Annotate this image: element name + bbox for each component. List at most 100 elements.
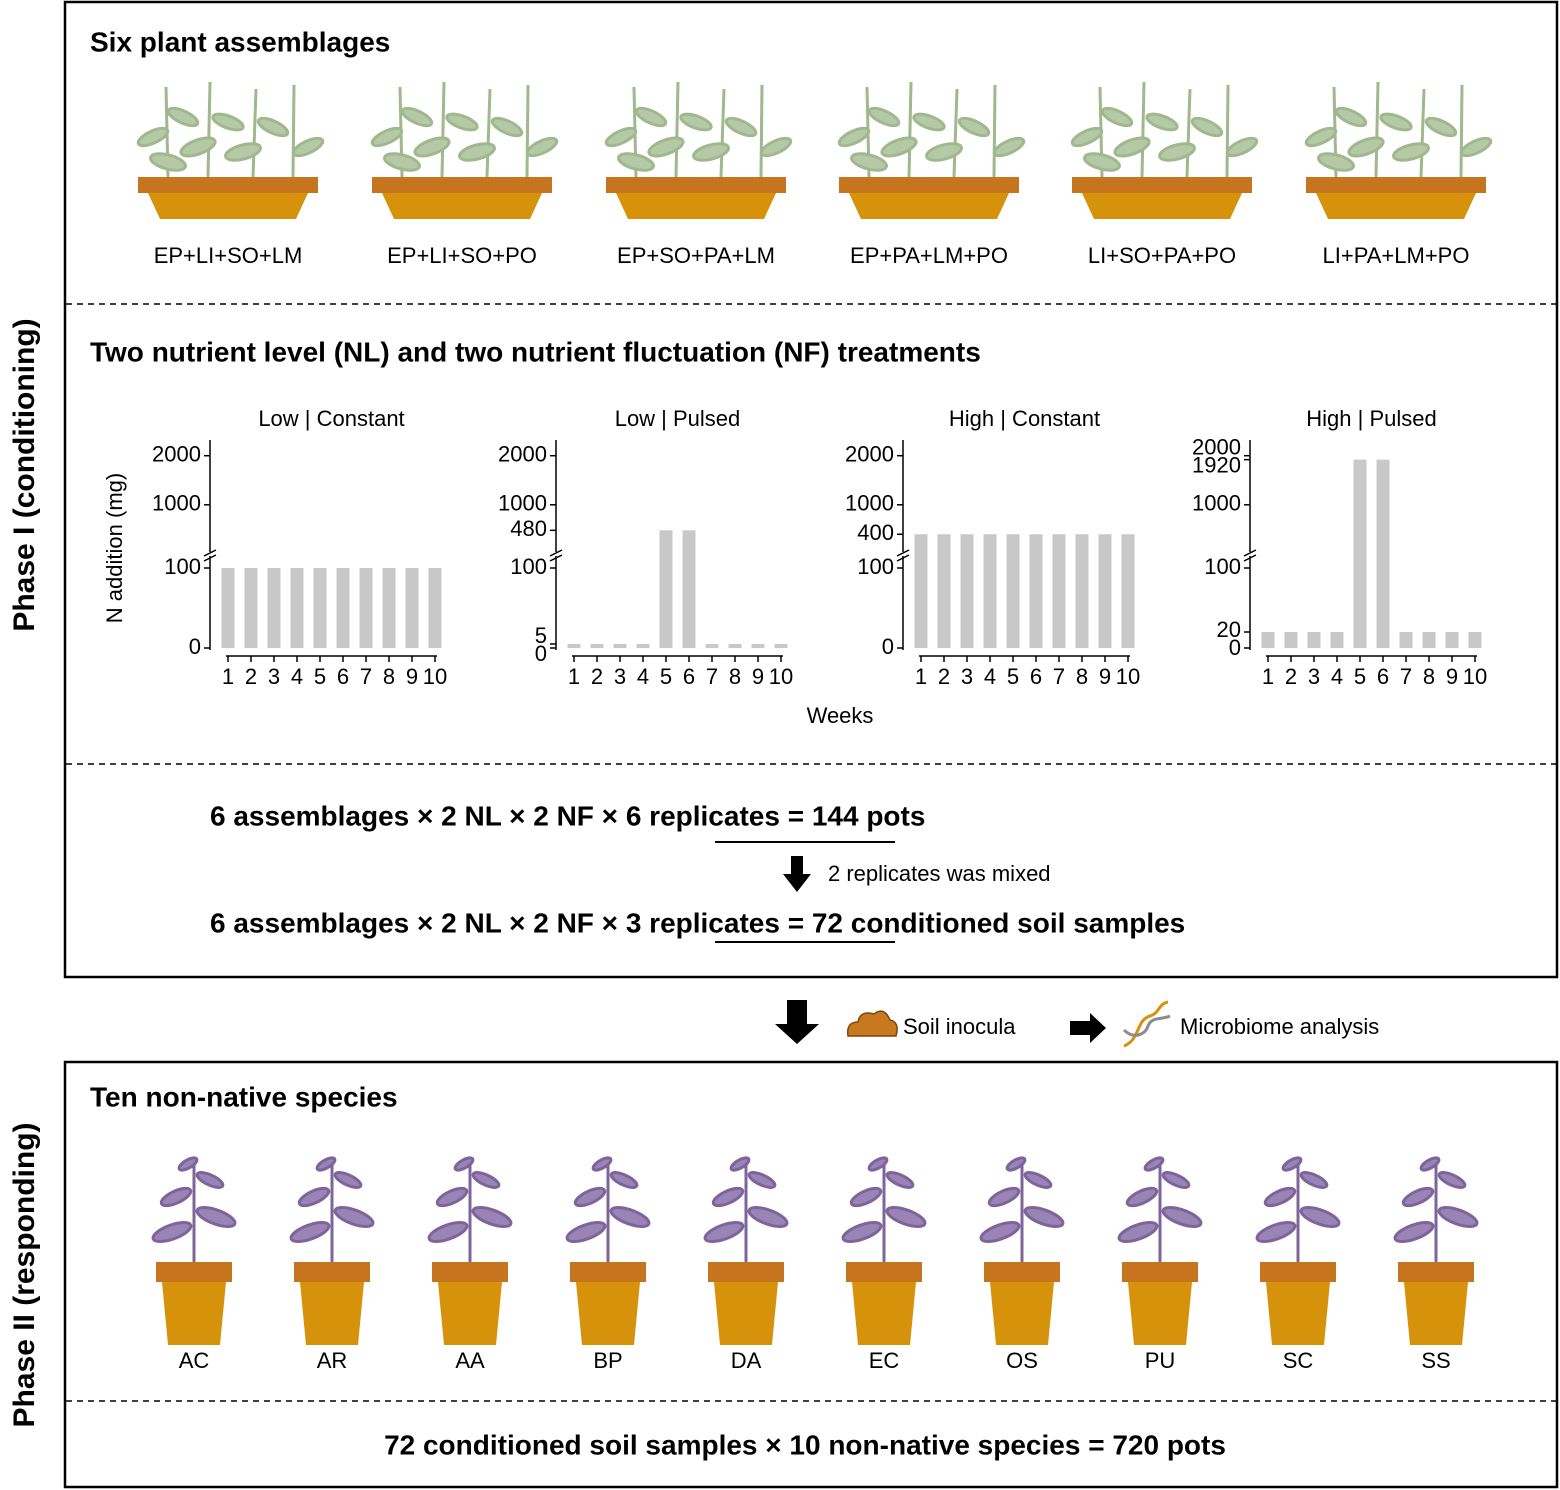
bar (405, 568, 419, 648)
x-tick-label: 4 (291, 664, 303, 689)
planter (602, 80, 795, 221)
flow-label: Soil inocula (903, 1014, 1016, 1039)
chart-title: High | Constant (949, 406, 1100, 431)
x-tick-label: 1 (222, 664, 234, 689)
assemblage-label: LI+PA+LM+PO (1323, 243, 1470, 268)
x-tick-label: 3 (1308, 664, 1320, 689)
species-label: AA (455, 1348, 485, 1373)
bar (1098, 534, 1112, 648)
y-tick-label: 2000 (152, 442, 201, 467)
bar (914, 534, 928, 648)
potted-plant (563, 1154, 653, 1347)
y-axis-label: N addition (mg) (102, 473, 127, 623)
section-title: Six plant assemblages (90, 26, 390, 57)
assemblage-label: EP+PA+LM+PO (850, 243, 1008, 268)
x-tick-label: 7 (1053, 664, 1065, 689)
bar (267, 568, 281, 648)
arrow (775, 1000, 819, 1044)
bar (313, 568, 327, 648)
x-tick-label: 7 (360, 664, 372, 689)
potted-plant (839, 1154, 929, 1347)
x-tick-label: 2 (591, 664, 603, 689)
design-text: 6 assemblages × 2 NL × 2 NF × 3 replicat… (210, 907, 1185, 938)
species-label: AR (317, 1348, 348, 1373)
x-tick-label: 2 (1285, 664, 1297, 689)
x-tick-label: 8 (729, 664, 741, 689)
design-text: 6 assemblages × 2 NL × 2 NF × 6 replicat… (210, 800, 925, 831)
bar (1284, 632, 1298, 648)
bar (751, 644, 765, 648)
species-label: AC (179, 1348, 210, 1373)
bar (1376, 459, 1390, 648)
bar (428, 568, 442, 648)
x-tick-label: 8 (383, 664, 395, 689)
x-tick-label: 5 (1354, 664, 1366, 689)
bar (1261, 632, 1275, 648)
phase2-box (63, 1060, 1559, 1489)
x-tick-label: 6 (683, 664, 695, 689)
y-tick-label: 1000 (152, 491, 201, 516)
x-tick-label: 1 (915, 664, 927, 689)
y-tick-label: 1000 (498, 491, 547, 516)
bar (659, 530, 673, 648)
x-tick-label: 1 (568, 664, 580, 689)
x-tick-label: 5 (314, 664, 326, 689)
y-tick-label: 400 (857, 520, 894, 545)
bar (705, 644, 719, 648)
potted-plant (1253, 1154, 1343, 1347)
x-tick-label: 5 (660, 664, 672, 689)
bar (1422, 632, 1436, 648)
y-tick-label: 1920 (1192, 452, 1241, 477)
bar (290, 568, 304, 648)
section-title: Ten non-native species (90, 1081, 398, 1112)
potted-plant (1115, 1154, 1205, 1347)
chart-title: Low | Pulsed (615, 406, 741, 431)
dna-icon (1122, 1000, 1171, 1048)
arrow (783, 856, 811, 892)
assemblage-label: LI+SO+PA+PO (1088, 243, 1236, 268)
y-tick-label: 20 (1217, 617, 1241, 642)
bar (1029, 534, 1043, 648)
x-tick-label: 9 (406, 664, 418, 689)
bar (1468, 632, 1482, 648)
planter (134, 80, 327, 221)
assemblage-label: EP+SO+PA+LM (617, 243, 775, 268)
bar (682, 530, 696, 648)
potted-plant (287, 1154, 377, 1347)
bar (1121, 534, 1135, 648)
species-label: DA (731, 1348, 762, 1373)
x-tick-label: 8 (1423, 664, 1435, 689)
bar (1399, 632, 1413, 648)
x-tick-label: 4 (984, 664, 996, 689)
y-tick-label: 0 (1229, 635, 1241, 660)
design-text: 72 conditioned soil samples × 10 non-nat… (384, 1429, 1226, 1460)
x-tick-label: 9 (1446, 664, 1458, 689)
y-tick-label: 100 (164, 554, 201, 579)
bar (359, 568, 373, 648)
potted-plant (977, 1154, 1067, 1347)
species-label: EC (869, 1348, 900, 1373)
bar (728, 644, 742, 648)
y-tick-label: 0 (882, 634, 894, 659)
bar (336, 568, 350, 648)
y-tick-label: 1000 (845, 491, 894, 516)
arrow (1070, 1013, 1106, 1043)
bar (221, 568, 235, 648)
bar (1330, 632, 1344, 648)
section-title: Two nutrient level (NL) and two nutrient… (90, 336, 981, 367)
species-label: SS (1421, 1348, 1450, 1373)
bar (1075, 534, 1089, 648)
species-label: BP (593, 1348, 622, 1373)
species-label: SC (1283, 1348, 1314, 1373)
bar (244, 568, 258, 648)
x-axis-label: Weeks (807, 703, 874, 728)
bar (1307, 632, 1321, 648)
x-tick-label: 2 (938, 664, 950, 689)
phase-label: Phase II (responding) (8, 1122, 41, 1427)
x-tick-label: 3 (268, 664, 280, 689)
bar (1445, 632, 1459, 648)
y-tick-label: 0 (535, 641, 547, 666)
phase-label: Phase I (conditioning) (8, 318, 41, 631)
x-tick-label: 5 (1007, 664, 1019, 689)
